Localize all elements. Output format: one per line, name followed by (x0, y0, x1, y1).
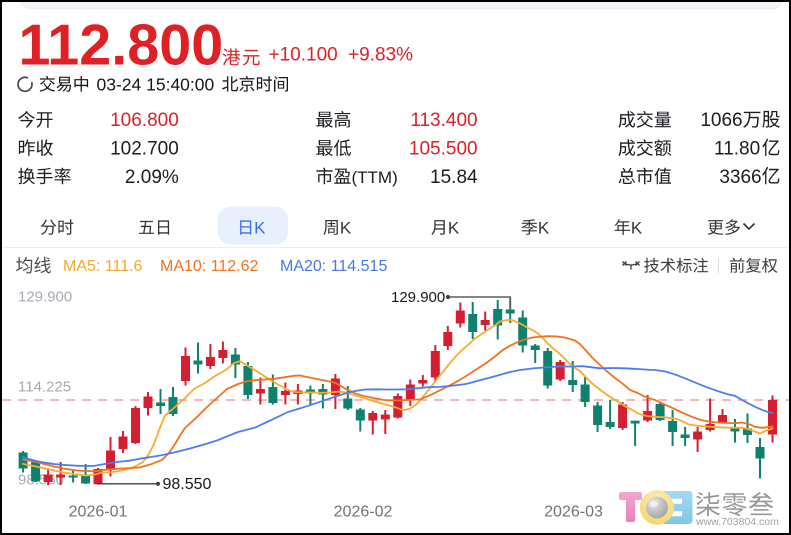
svg-text:129.900: 129.900 (391, 289, 445, 306)
svg-text:11.80: 11.80 (714, 139, 760, 160)
svg-text:129.900: 129.900 (18, 289, 72, 306)
svg-text:MA20: 114.515: MA20: 114.515 (280, 258, 387, 275)
svg-text:98.550: 98.550 (18, 472, 64, 489)
svg-text:15.84: 15.84 (430, 167, 478, 188)
svg-text:113.400: 113.400 (410, 110, 477, 131)
svg-text:114.225: 114.225 (18, 379, 71, 396)
svg-text:K: K (538, 219, 550, 238)
svg-text:K: K (448, 219, 460, 238)
svg-text:98.550: 98.550 (163, 476, 212, 493)
svg-text:+9.83%: +9.83% (348, 45, 413, 66)
svg-text:2026-03: 2026-03 (544, 504, 603, 521)
svg-text:K: K (631, 219, 643, 238)
svg-text:MA5: 111.6: MA5: 111.6 (63, 258, 143, 275)
svg-text:(TTM): (TTM) (352, 168, 398, 187)
svg-text:2026-01: 2026-01 (69, 504, 128, 521)
svg-text:105.500: 105.500 (409, 139, 478, 160)
svg-text:MA10: 112.62: MA10: 112.62 (160, 258, 259, 275)
svg-text:3366: 3366 (719, 167, 761, 188)
svg-text:K: K (340, 219, 352, 238)
svg-text:www.703804.com: www.703804.com (695, 516, 779, 528)
svg-text:106.800: 106.800 (110, 110, 179, 131)
svg-text:112.800: 112.800 (19, 13, 224, 77)
svg-text:K: K (254, 219, 266, 238)
svg-text:+10.100: +10.100 (269, 45, 338, 66)
svg-text:2.09%: 2.09% (125, 167, 179, 188)
svg-text:2026-02: 2026-02 (334, 504, 393, 521)
svg-text:102.700: 102.700 (110, 139, 179, 160)
svg-text:1066: 1066 (700, 110, 742, 131)
svg-text:03-24 15:40:00: 03-24 15:40:00 (97, 75, 215, 95)
